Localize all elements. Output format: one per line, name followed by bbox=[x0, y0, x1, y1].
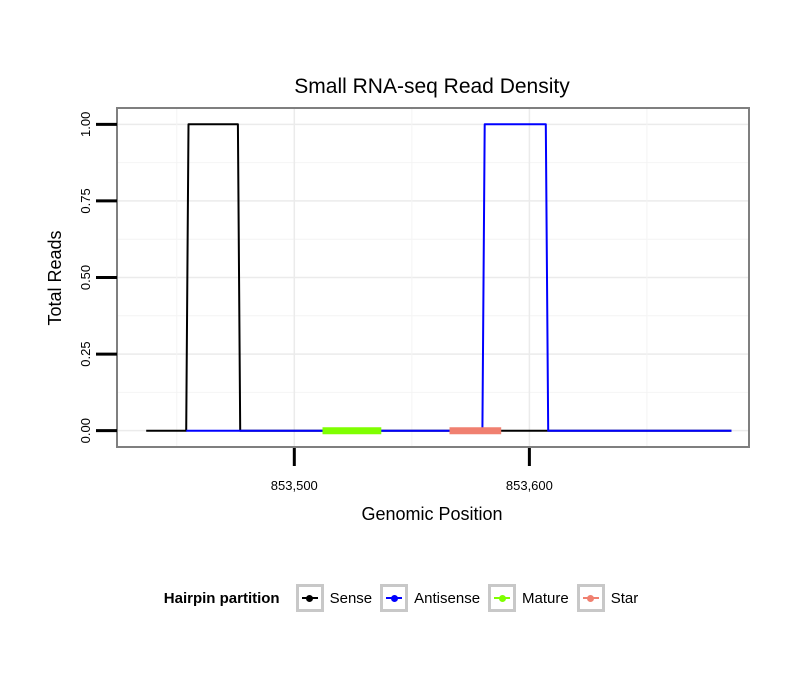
legend-label: Sense bbox=[329, 589, 373, 607]
legend-key-sense bbox=[295, 584, 324, 612]
x-tick-label: 853,500 bbox=[271, 478, 318, 493]
x-tick-label: 853,600 bbox=[506, 478, 553, 493]
series-antisense-line bbox=[186, 123, 732, 432]
y-axis: 0.00 0.25 0.50 0.75 1.00 bbox=[78, 112, 117, 443]
y-axis-label: Total Reads bbox=[45, 230, 65, 325]
legend-title: Hairpin partition bbox=[163, 589, 280, 607]
legend: Hairpin partition Sense Antisense Mature St… bbox=[0, 578, 810, 618]
y-tick-label: 0.75 bbox=[78, 188, 93, 213]
legend-item-mature: Mature bbox=[488, 584, 569, 612]
legend-key-mature bbox=[488, 584, 517, 612]
y-tick-label: 0.00 bbox=[78, 418, 93, 443]
y-tick-label: 0.50 bbox=[78, 265, 93, 290]
plot-series bbox=[146, 123, 732, 435]
legend-label: Mature bbox=[522, 589, 569, 607]
legend-key-antisense bbox=[380, 584, 409, 612]
legend-label: Star bbox=[610, 589, 639, 607]
x-axis-label: Genomic Position bbox=[361, 504, 502, 524]
chart-title: Small RNA-seq Read Density bbox=[294, 75, 570, 98]
legend-label: Antisense bbox=[414, 589, 481, 607]
y-tick-label: 1.00 bbox=[78, 112, 93, 137]
chart-svg: Small RNA-seq Read Density 0.000.250.500… bbox=[45, 75, 750, 524]
legend-item-star: Star bbox=[576, 584, 639, 612]
y-tick-label: 0.25 bbox=[78, 341, 93, 366]
legend-key-star bbox=[576, 584, 605, 612]
legend-item-sense: Sense bbox=[295, 584, 373, 612]
legend-item-antisense: Antisense bbox=[380, 584, 480, 612]
x-axis: 853,500 853,600 bbox=[271, 448, 553, 493]
grid-lines bbox=[118, 109, 748, 446]
